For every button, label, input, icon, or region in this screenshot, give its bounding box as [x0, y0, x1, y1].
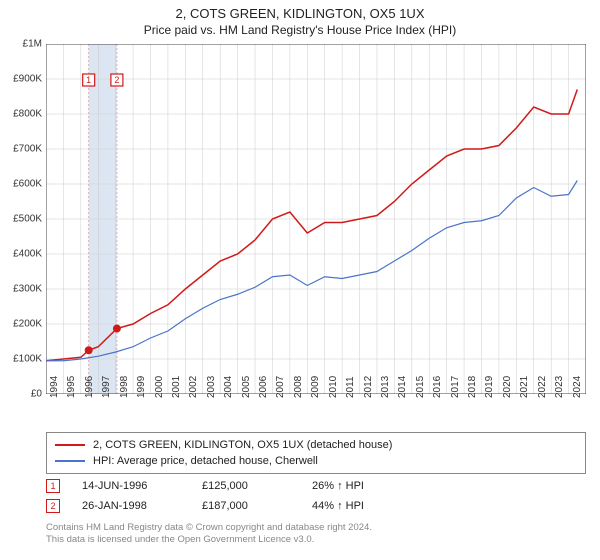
x-tick-label: 1995 — [66, 376, 77, 398]
y-tick-label: £500K — [13, 214, 42, 225]
y-tick-label: £400K — [13, 249, 42, 260]
x-tick-label: 2021 — [519, 376, 530, 398]
x-tick-label: 2010 — [328, 376, 339, 398]
legend-swatch — [55, 460, 85, 462]
x-tick-label: 2002 — [188, 376, 199, 398]
footer-line1: Contains HM Land Registry data © Crown c… — [46, 522, 586, 534]
x-tick-label: 2016 — [432, 376, 443, 398]
svg-text:1: 1 — [86, 75, 91, 85]
event-badge: 2 — [46, 499, 60, 513]
y-tick-label: £600K — [13, 179, 42, 190]
y-tick-label: £800K — [13, 109, 42, 120]
chart-area: 12 £0£100K£200K£300K£400K£500K£600K£700K… — [46, 44, 586, 394]
event-row: 1 14-JUN-1996£125,00026% ↑ HPI — [46, 476, 586, 496]
x-tick-label: 1999 — [136, 376, 147, 398]
x-tick-label: 2006 — [258, 376, 269, 398]
x-tick-label: 2015 — [415, 376, 426, 398]
events-table: 1 14-JUN-1996£125,00026% ↑ HPI 2 26-JAN-199… — [46, 476, 586, 516]
x-tick-label: 2012 — [363, 376, 374, 398]
x-tick-label: 2005 — [241, 376, 252, 398]
x-tick-label: 2007 — [275, 376, 286, 398]
x-tick-label: 2018 — [467, 376, 478, 398]
legend: 2, COTS GREEN, KIDLINGTON, OX5 1UX (deta… — [46, 432, 586, 474]
event-price: £125,000 — [202, 480, 312, 492]
x-tick-label: 1994 — [49, 376, 60, 398]
title-block: 2, COTS GREEN, KIDLINGTON, OX5 1UX Price… — [0, 0, 600, 39]
y-tick-label: £100K — [13, 354, 42, 365]
y-tick-label: £0 — [31, 389, 42, 400]
y-tick-label: £1M — [23, 39, 42, 50]
x-tick-label: 1997 — [101, 376, 112, 398]
legend-item: HPI: Average price, detached house, Cher… — [55, 453, 577, 469]
legend-label: HPI: Average price, detached house, Cher… — [93, 455, 318, 467]
x-tick-label: 2024 — [572, 376, 583, 398]
y-tick-label: £700K — [13, 144, 42, 155]
y-tick-label: £900K — [13, 74, 42, 85]
legend-label: 2, COTS GREEN, KIDLINGTON, OX5 1UX (deta… — [93, 439, 392, 451]
x-tick-label: 2004 — [223, 376, 234, 398]
event-badge: 1 — [46, 479, 60, 493]
x-tick-label: 1996 — [84, 376, 95, 398]
x-tick-label: 2013 — [380, 376, 391, 398]
x-tick-label: 2014 — [397, 376, 408, 398]
footer-line2: This data is licensed under the Open Gov… — [46, 534, 586, 546]
event-price: £187,000 — [202, 500, 312, 512]
x-tick-label: 2001 — [171, 376, 182, 398]
chart-svg: 12 — [46, 44, 586, 394]
page-subtitle: Price paid vs. HM Land Registry's House … — [0, 23, 600, 37]
x-tick-label: 2000 — [154, 376, 165, 398]
svg-text:2: 2 — [114, 75, 119, 85]
event-date: 26-JAN-1998 — [82, 500, 202, 512]
legend-swatch — [55, 444, 85, 446]
x-tick-label: 1998 — [119, 376, 130, 398]
footer: Contains HM Land Registry data © Crown c… — [46, 522, 586, 547]
x-tick-label: 2017 — [450, 376, 461, 398]
x-tick-label: 2011 — [345, 376, 356, 398]
x-tick-label: 2022 — [537, 376, 548, 398]
y-tick-label: £200K — [13, 319, 42, 330]
x-tick-label: 2008 — [293, 376, 304, 398]
x-tick-label: 2019 — [484, 376, 495, 398]
x-tick-label: 2020 — [502, 376, 513, 398]
y-tick-label: £300K — [13, 284, 42, 295]
legend-item: 2, COTS GREEN, KIDLINGTON, OX5 1UX (deta… — [55, 437, 577, 453]
event-pct: 44% ↑ HPI — [312, 500, 432, 512]
event-row: 2 26-JAN-1998£187,00044% ↑ HPI — [46, 496, 586, 516]
x-tick-label: 2003 — [206, 376, 217, 398]
event-pct: 26% ↑ HPI — [312, 480, 432, 492]
event-date: 14-JUN-1996 — [82, 480, 202, 492]
x-tick-label: 2023 — [554, 376, 565, 398]
x-tick-label: 2009 — [310, 376, 321, 398]
page-title: 2, COTS GREEN, KIDLINGTON, OX5 1UX — [0, 6, 600, 21]
chart-container: 2, COTS GREEN, KIDLINGTON, OX5 1UX Price… — [0, 0, 600, 560]
